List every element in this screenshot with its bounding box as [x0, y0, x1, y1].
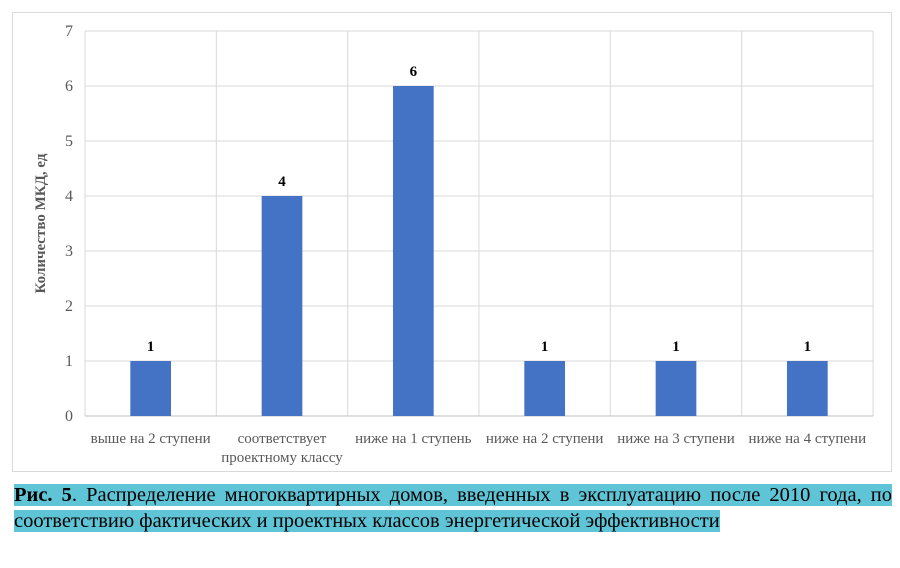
figure-number: Рис. 5 — [14, 484, 72, 506]
bar — [261, 196, 303, 416]
x-tick-label: ниже на 2 ступени — [486, 431, 604, 447]
bar — [786, 361, 828, 416]
chart-area: 0 1 2 3 4 5 6 7 1 выше на 2 ступени 4 соответствует… — [12, 12, 892, 472]
caption-text: . Распределение многоквартирных домов, в… — [14, 484, 892, 532]
x-tick-label: ниже на 1 ступень — [355, 431, 472, 447]
y-tick-label: 4 — [65, 188, 73, 205]
data-label: 1 — [147, 339, 155, 355]
bar-chart: 0 1 2 3 4 5 6 7 1 выше на 2 ступени 4 соответствует… — [33, 23, 874, 466]
data-label: 6 — [410, 64, 418, 80]
y-tick-label: 1 — [65, 353, 73, 370]
x-tick-label: соответствует проектному классу — [221, 431, 343, 466]
y-tick-label: 6 — [65, 78, 73, 95]
x-tick-label: ниже на 3 ступени — [617, 431, 735, 447]
y-axis-title: Количество МКД, ед — [33, 153, 49, 293]
y-tick-label: 7 — [65, 23, 73, 40]
figure-caption: Рис. 5. Распределение многоквартирных до… — [14, 482, 892, 534]
y-tick-label: 0 — [65, 408, 73, 425]
data-label: 1 — [541, 339, 549, 355]
data-label: 4 — [278, 174, 286, 190]
y-tick-label: 5 — [65, 133, 73, 150]
bar — [392, 86, 434, 416]
bar — [524, 361, 566, 416]
y-tick-label: 3 — [65, 243, 73, 260]
bar — [655, 361, 697, 416]
data-label: 1 — [804, 339, 812, 355]
bar — [130, 361, 172, 416]
x-tick-label: ниже на 4 ступени — [749, 431, 867, 447]
x-tick-label: выше на 2 ступени — [91, 431, 211, 447]
y-tick-label: 2 — [65, 298, 73, 315]
data-label: 1 — [672, 339, 680, 355]
